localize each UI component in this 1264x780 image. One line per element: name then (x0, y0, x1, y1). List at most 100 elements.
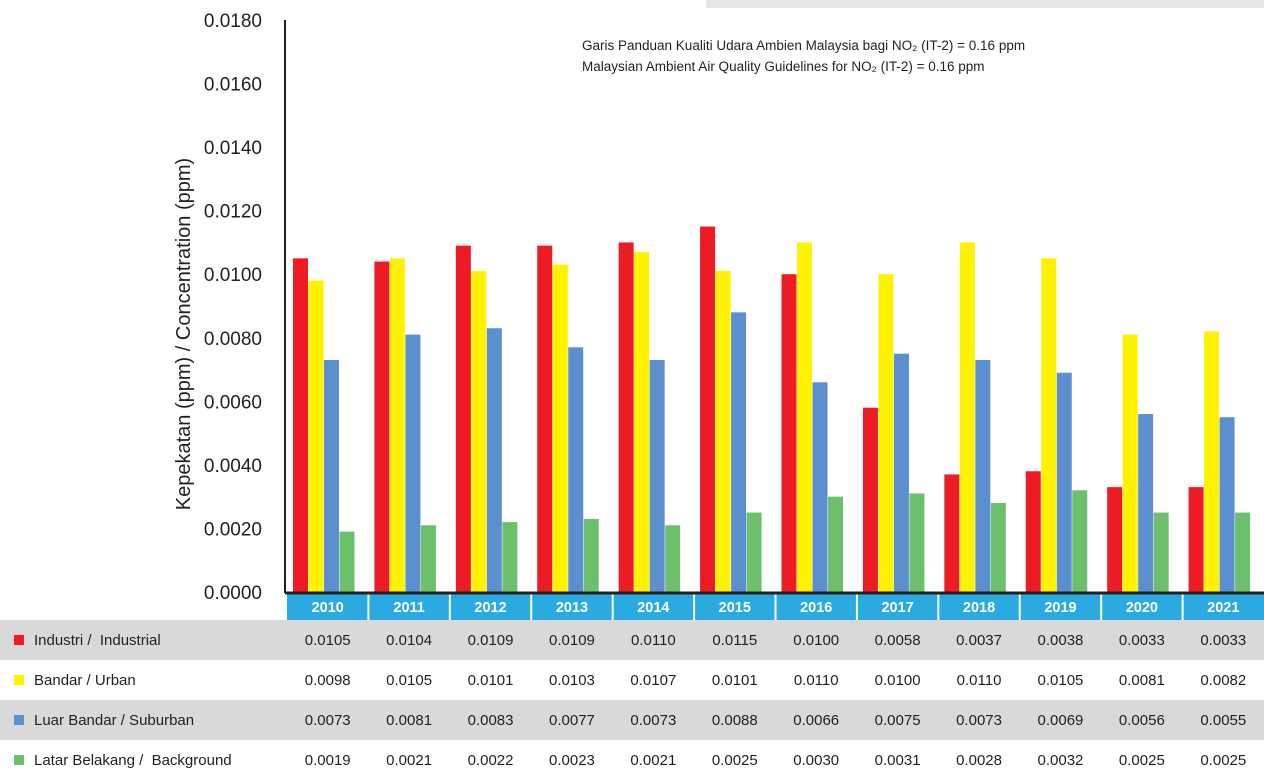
table-cell-3-2017: 0.0031 (875, 752, 921, 769)
y-tick-labels: 0.0000 0.0020 0.0040 0.0060 0.0080 0.0100 0.01… (204, 11, 262, 604)
table-cell-3-2014: 0.0021 (630, 752, 676, 769)
table-cell-2-2010: 0.0073 (305, 712, 351, 729)
table-cell-0-2016: 0.0100 (793, 632, 839, 649)
table-row-shade (0, 700, 1264, 740)
year-label-2010: 2010 (312, 600, 344, 616)
table-cell-3-2016: 0.0030 (793, 752, 839, 769)
table-cell-0-2020: 0.0033 (1119, 632, 1165, 649)
year-band: 2010 2011 2012 2013 2014 2015 2016 2017 2018 2019… (287, 594, 1264, 620)
year-label-2015: 2015 (719, 600, 751, 616)
bar-series-1-2010 (308, 280, 324, 592)
y-tick-label: 0.0000 (204, 583, 262, 604)
table-cell-0-2014: 0.0110 (631, 632, 676, 649)
bars (293, 226, 1251, 593)
bar-series-3-2013 (583, 518, 599, 592)
bar-series-0-2011 (374, 261, 390, 592)
bar-series-3-2012 (502, 522, 518, 592)
bar-series-0-2017 (862, 407, 878, 592)
top-decorative-bar (706, 0, 1264, 8)
y-axis-label: Kepekatan (ppm) / Concentration (ppm) (173, 158, 195, 510)
table-cell-2-2011: 0.0081 (386, 712, 432, 729)
year-label-2018: 2018 (963, 600, 995, 616)
table-cell-2-2012: 0.0083 (468, 712, 514, 729)
bar-series-2-2018 (975, 360, 991, 592)
legend-swatch-1 (14, 675, 24, 685)
table-cell-2-2017: 0.0075 (875, 712, 921, 729)
bar-series-2-2016 (812, 382, 828, 592)
table-cell-1-2012: 0.0101 (468, 672, 514, 689)
legend-swatch-2 (14, 715, 24, 725)
bar-series-0-2015 (700, 226, 716, 593)
table-cell-2-2021: 0.0055 (1200, 712, 1246, 729)
table-cell-3-2015: 0.0025 (712, 752, 758, 769)
table-cell-0-2017: 0.0058 (875, 632, 921, 649)
table-cell-2-2013: 0.0077 (549, 712, 595, 729)
bar-series-2-2019 (1056, 372, 1072, 592)
table-cell-3-2013: 0.0023 (549, 752, 595, 769)
table-cell-2-2014: 0.0073 (630, 712, 676, 729)
bar-series-1-2019 (1041, 258, 1057, 592)
y-tick-label: 0.0140 (204, 138, 262, 159)
bar-series-2-2014 (649, 360, 665, 592)
table-cell-3-2019: 0.0032 (1038, 752, 1084, 769)
table-cell-0-2021: 0.0033 (1200, 632, 1246, 649)
bar-series-0-2020 (1107, 487, 1123, 592)
bar-series-0-2018 (944, 474, 960, 592)
y-tick-label: 0.0060 (204, 392, 262, 413)
year-label-2011: 2011 (393, 600, 424, 616)
bar-series-3-2020 (1153, 512, 1169, 592)
y-tick-label: 0.0180 (204, 11, 262, 32)
table-cell-3-2010: 0.0019 (305, 752, 351, 769)
table-cell-2-2020: 0.0056 (1119, 712, 1165, 729)
bar-series-0-2016 (781, 274, 797, 592)
table-cell-3-2021: 0.0025 (1200, 752, 1246, 769)
bar-series-2-2017 (893, 353, 909, 592)
legend-label-0: Industri / Industrial (34, 632, 161, 649)
bar-series-2-2010 (324, 360, 339, 592)
annotation-line-2: Malaysian Ambient Air Quality Guidelines… (582, 59, 985, 74)
table-cell-1-2013: 0.0103 (549, 672, 595, 689)
table-cell-2-2019: 0.0069 (1038, 712, 1084, 729)
table-row-shade (0, 620, 1264, 660)
year-label-2017: 2017 (881, 600, 913, 616)
bar-series-1-2012 (471, 271, 487, 592)
bar-series-0-2013 (537, 245, 553, 592)
bar-series-3-2017 (909, 493, 925, 592)
bar-series-1-2021 (1204, 331, 1220, 592)
y-tick-label: 0.0160 (204, 75, 262, 96)
table-cell-1-2021: 0.0082 (1200, 672, 1246, 689)
table-cell-3-2020: 0.0025 (1119, 752, 1165, 769)
legend-label-1: Bandar / Urban (34, 672, 136, 689)
bar-series-0-2012 (455, 245, 471, 592)
table-row-backgrounds (0, 620, 1264, 740)
bar-series-3-2011 (420, 525, 436, 592)
bar-series-2-2012 (486, 328, 502, 592)
bar-series-1-2011 (389, 258, 405, 592)
y-tick-label: 0.0120 (204, 202, 262, 223)
bar-series-1-2016 (797, 242, 812, 592)
bar-series-2-2013 (568, 347, 584, 592)
table-cell-1-2020: 0.0081 (1119, 672, 1165, 689)
bar-series-1-2013 (552, 264, 568, 592)
bar-series-3-2021 (1235, 512, 1251, 592)
bar-series-2-2020 (1138, 414, 1154, 592)
table-cell-3-2012: 0.0022 (468, 752, 514, 769)
table-cell-2-2018: 0.0073 (956, 712, 1002, 729)
legend-label-3: Latar Belakang / Background (34, 752, 232, 769)
data-table: Industri / Industrial 0.0105 0.0104 0.0109 0… (14, 632, 1246, 769)
year-label-2016: 2016 (800, 600, 832, 616)
table-cell-2-2016: 0.0066 (793, 712, 839, 729)
bar-series-2-2011 (405, 334, 421, 592)
table-cell-1-2016: 0.0110 (794, 672, 839, 689)
year-label-2014: 2014 (637, 600, 669, 616)
y-tick-label: 0.0100 (204, 265, 262, 286)
bar-series-3-2010 (339, 531, 355, 592)
table-cell-1-2010: 0.0098 (305, 672, 351, 689)
year-label-2021: 2021 (1207, 600, 1239, 616)
bar-series-3-2015 (746, 512, 762, 592)
bar-series-0-2021 (1188, 487, 1204, 592)
year-label-2012: 2012 (474, 600, 506, 616)
legend-swatch-3 (14, 755, 24, 765)
bar-series-3-2018 (990, 503, 1006, 592)
